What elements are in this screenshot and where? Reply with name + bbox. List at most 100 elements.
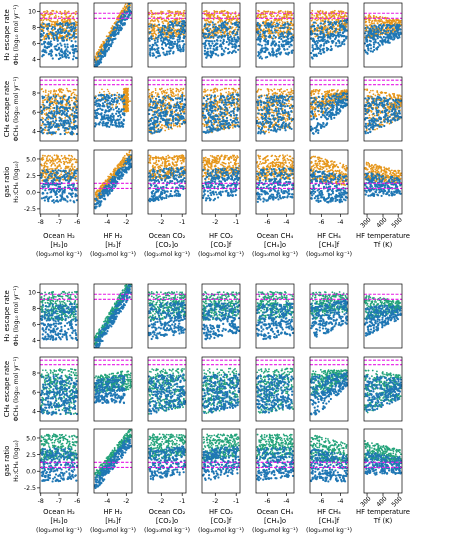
point-series-1 xyxy=(275,55,278,58)
point-series-2 xyxy=(272,11,274,14)
point-series-1 xyxy=(64,49,67,52)
point-series-2 xyxy=(382,28,385,31)
y-axis-sublabel: ΦH₂ (log₁₀ mol yr⁻¹) xyxy=(13,5,20,66)
point-series-1 xyxy=(388,36,391,39)
point-series-1 xyxy=(371,27,374,30)
point-series-1 xyxy=(60,101,63,104)
point-series-2 xyxy=(283,15,286,17)
point-series-2 xyxy=(61,18,63,21)
point-series-1 xyxy=(373,31,376,34)
point-series-2 xyxy=(50,25,53,27)
point-series-2 xyxy=(58,110,61,112)
point-series-2 xyxy=(327,31,330,34)
point-series-1 xyxy=(212,45,215,48)
point-series-1 xyxy=(397,31,400,34)
point-series-1 xyxy=(272,54,275,57)
point-series-2 xyxy=(98,53,101,56)
point-series-2 xyxy=(168,97,171,100)
point-series-1 xyxy=(71,133,74,136)
point-series-2 xyxy=(126,7,128,9)
point-series-1 xyxy=(72,114,76,117)
point-series-1 xyxy=(116,24,119,27)
point-series-2 xyxy=(364,21,367,24)
point-series-1 xyxy=(331,32,334,36)
point-series-1 xyxy=(229,42,233,45)
point-series-1 xyxy=(58,52,61,55)
point-series-2 xyxy=(387,28,389,31)
point-series-1 xyxy=(104,46,107,49)
point-series-1 xyxy=(124,18,127,21)
point-series-2 xyxy=(166,95,169,98)
point-series-1 xyxy=(40,35,43,38)
point-series-1 xyxy=(118,114,122,117)
point-series-1 xyxy=(236,31,239,34)
point-series-2 xyxy=(176,10,178,13)
point-series-1 xyxy=(56,39,59,43)
point-series-1 xyxy=(121,112,125,115)
point-series-1 xyxy=(66,46,69,49)
point-series-2 xyxy=(174,124,177,127)
point-series-1 xyxy=(103,95,106,98)
point-series-1 xyxy=(385,26,388,30)
point-series-1 xyxy=(73,117,76,120)
point-series-2 xyxy=(211,33,214,35)
point-series-1 xyxy=(312,24,316,27)
point-series-1 xyxy=(150,116,154,119)
point-series-2 xyxy=(340,29,343,32)
point-series-1 xyxy=(318,27,321,30)
point-series-1 xyxy=(64,22,67,25)
point-series-2 xyxy=(153,95,156,98)
point-series-1 xyxy=(63,127,67,130)
point-series-1 xyxy=(258,43,261,46)
point-series-1 xyxy=(155,56,158,59)
point-series-1 xyxy=(330,26,333,29)
point-series-1 xyxy=(219,35,223,38)
point-series-1 xyxy=(319,22,322,25)
point-series-2 xyxy=(120,97,123,100)
point-series-1 xyxy=(149,30,152,34)
point-series-1 xyxy=(367,47,370,50)
point-series-1 xyxy=(214,25,217,29)
point-series-1 xyxy=(72,121,76,124)
point-series-1 xyxy=(103,100,107,104)
point-series-1 xyxy=(51,57,54,60)
point-series-1 xyxy=(161,99,165,103)
point-series-1 xyxy=(162,40,165,43)
point-series-1 xyxy=(256,54,260,57)
point-series-1 xyxy=(202,33,206,36)
point-series-1 xyxy=(108,105,111,108)
point-series-2 xyxy=(73,37,75,40)
point-series-2 xyxy=(128,1,130,3)
point-series-1 xyxy=(50,110,53,113)
point-series-2 xyxy=(372,16,375,18)
subplot-r0-c0 xyxy=(39,2,79,68)
point-series-2 xyxy=(109,32,111,35)
point-series-1 xyxy=(178,36,182,39)
scatter-points xyxy=(256,9,294,60)
point-series-2 xyxy=(122,7,125,10)
point-series-2 xyxy=(99,46,101,49)
point-series-1 xyxy=(157,51,160,55)
point-series-1 xyxy=(104,122,107,125)
point-series-1 xyxy=(53,121,56,124)
point-series-1 xyxy=(289,40,292,44)
point-series-2 xyxy=(52,90,55,93)
point-series-1 xyxy=(96,111,99,114)
point-series-1 xyxy=(122,108,125,111)
point-series-1 xyxy=(391,28,394,31)
point-series-1 xyxy=(181,107,184,110)
point-series-1 xyxy=(114,124,117,127)
point-series-2 xyxy=(170,99,172,102)
point-series-1 xyxy=(105,45,109,48)
point-series-1 xyxy=(280,32,284,35)
point-series-1 xyxy=(206,35,210,38)
point-series-2 xyxy=(61,104,64,107)
point-series-2 xyxy=(339,15,342,18)
point-series-1 xyxy=(286,22,289,25)
point-series-1 xyxy=(42,53,45,57)
point-series-1 xyxy=(183,106,186,109)
y-tick-label: -2.5 xyxy=(24,206,36,213)
point-series-1 xyxy=(152,121,155,124)
point-series-2 xyxy=(148,27,151,30)
point-series-1 xyxy=(113,96,116,100)
